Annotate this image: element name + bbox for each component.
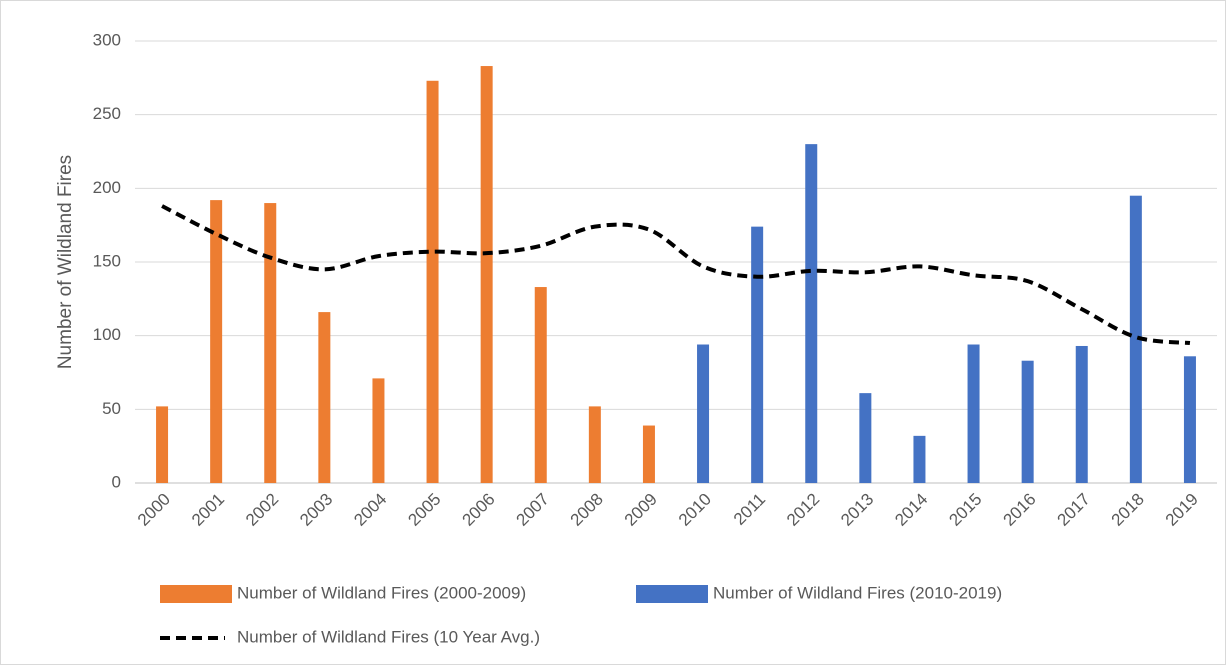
legend-label: Number of Wildland Fires (2000-2009) (237, 583, 526, 602)
bar (264, 203, 277, 484)
bar (1021, 360, 1034, 483)
y-tick-label: 100 (93, 325, 121, 344)
bar (318, 312, 331, 483)
bar (1075, 345, 1088, 483)
bar (588, 406, 601, 483)
bar (1129, 195, 1142, 483)
bar (967, 344, 980, 483)
y-tick-label: 150 (93, 251, 121, 270)
bar (480, 66, 493, 484)
legend-swatch (636, 585, 708, 603)
y-tick-label: 0 (112, 472, 121, 491)
legend-swatch (160, 585, 232, 603)
legend-label: Number of Wildland Fires (10 Year Avg.) (237, 627, 540, 646)
bar (859, 393, 872, 483)
y-tick-label: 250 (93, 104, 121, 123)
bar (534, 287, 547, 483)
y-axis-title: Number of Wildland Fires (55, 155, 76, 369)
bar (805, 144, 818, 483)
bar (372, 378, 385, 483)
avg-line (161, 204, 1191, 346)
bar (642, 425, 655, 483)
bar (156, 406, 169, 483)
y-tick-label: 200 (93, 178, 121, 197)
bar (210, 200, 223, 483)
bar (751, 226, 764, 483)
bar (426, 80, 439, 483)
y-tick-label: 300 (93, 30, 121, 49)
bar (913, 435, 926, 483)
legend-label: Number of Wildland Fires (2010-2019) (713, 583, 1002, 602)
bar (1183, 356, 1196, 483)
bar (697, 344, 710, 483)
y-tick-label: 50 (102, 399, 121, 418)
